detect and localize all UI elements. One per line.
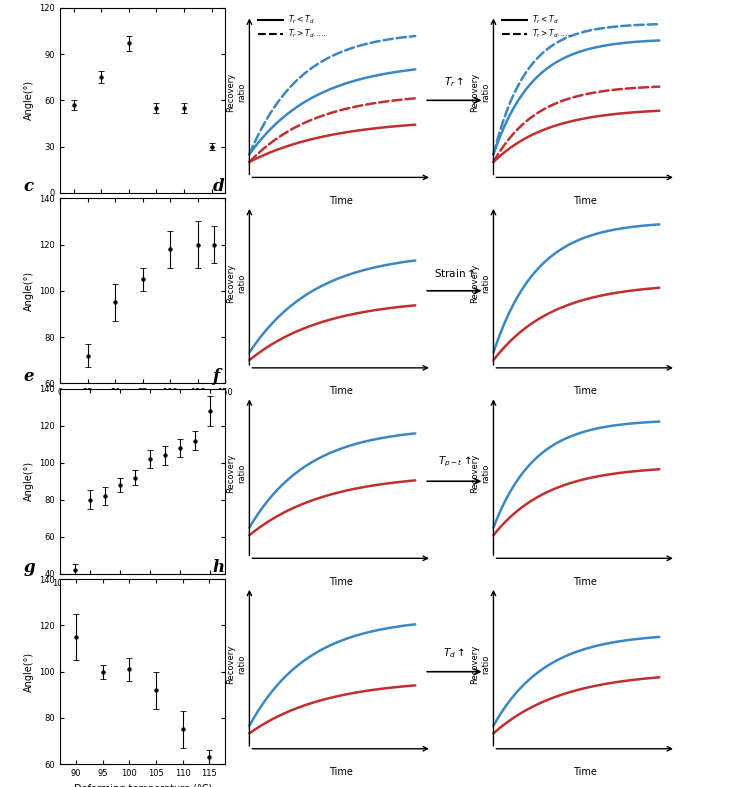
Text: b: b [213,0,225,4]
Text: $T_{p-t}\uparrow$: $T_{p-t}\uparrow$ [438,455,471,469]
Text: c: c [24,178,34,194]
Text: f: f [213,368,220,385]
Text: $T_r < T_d$: $T_r < T_d$ [288,14,314,27]
Text: Time: Time [329,577,352,587]
X-axis label: Recovery temperature (°C): Recovery temperature (°C) [77,212,209,222]
Text: Recovery
ratio: Recovery ratio [471,645,490,684]
Text: Time: Time [329,386,352,397]
Text: Recovery
ratio: Recovery ratio [471,454,490,493]
Text: $T_r\uparrow$: $T_r\uparrow$ [445,75,464,88]
Text: $T_r > T_d$......: $T_r > T_d$...... [532,28,572,40]
Text: Recovery
ratio: Recovery ratio [471,73,490,113]
Text: $T_r < T_d$: $T_r < T_d$ [532,14,558,27]
Text: Time: Time [573,196,596,206]
X-axis label: Strain(%): Strain(%) [120,403,165,412]
Text: Time: Time [573,577,596,587]
Text: h: h [213,559,225,575]
Text: $T_r > T_d$......: $T_r > T_d$...... [288,28,328,40]
Text: Recovery
ratio: Recovery ratio [227,73,246,113]
Text: Time: Time [329,767,352,778]
Text: e: e [24,368,35,385]
Text: Time: Time [573,386,596,397]
X-axis label: Deforming temperature (°C): Deforming temperature (°C) [74,784,212,787]
Y-axis label: Angle(°): Angle(°) [24,271,34,311]
Text: Recovery
ratio: Recovery ratio [471,264,490,303]
Text: d: d [213,178,225,194]
Text: g: g [24,559,35,575]
Text: Recovery
ratio: Recovery ratio [227,454,246,493]
Text: Time: Time [573,767,596,778]
Text: Recovery
ratio: Recovery ratio [227,645,246,684]
Y-axis label: Angle(°): Angle(°) [24,461,34,501]
Text: a: a [24,0,35,4]
Y-axis label: Angle(°): Angle(°) [24,80,34,120]
X-axis label: Photo-thermal temperature(°C): Photo-thermal temperature(°C) [66,593,219,603]
Text: $T_d\uparrow$: $T_d\uparrow$ [443,646,466,660]
Text: Recovery
ratio: Recovery ratio [227,264,246,303]
Text: Strain$\uparrow$: Strain$\uparrow$ [434,267,475,279]
Y-axis label: Angle(°): Angle(°) [24,652,34,692]
Text: Time: Time [329,196,352,206]
